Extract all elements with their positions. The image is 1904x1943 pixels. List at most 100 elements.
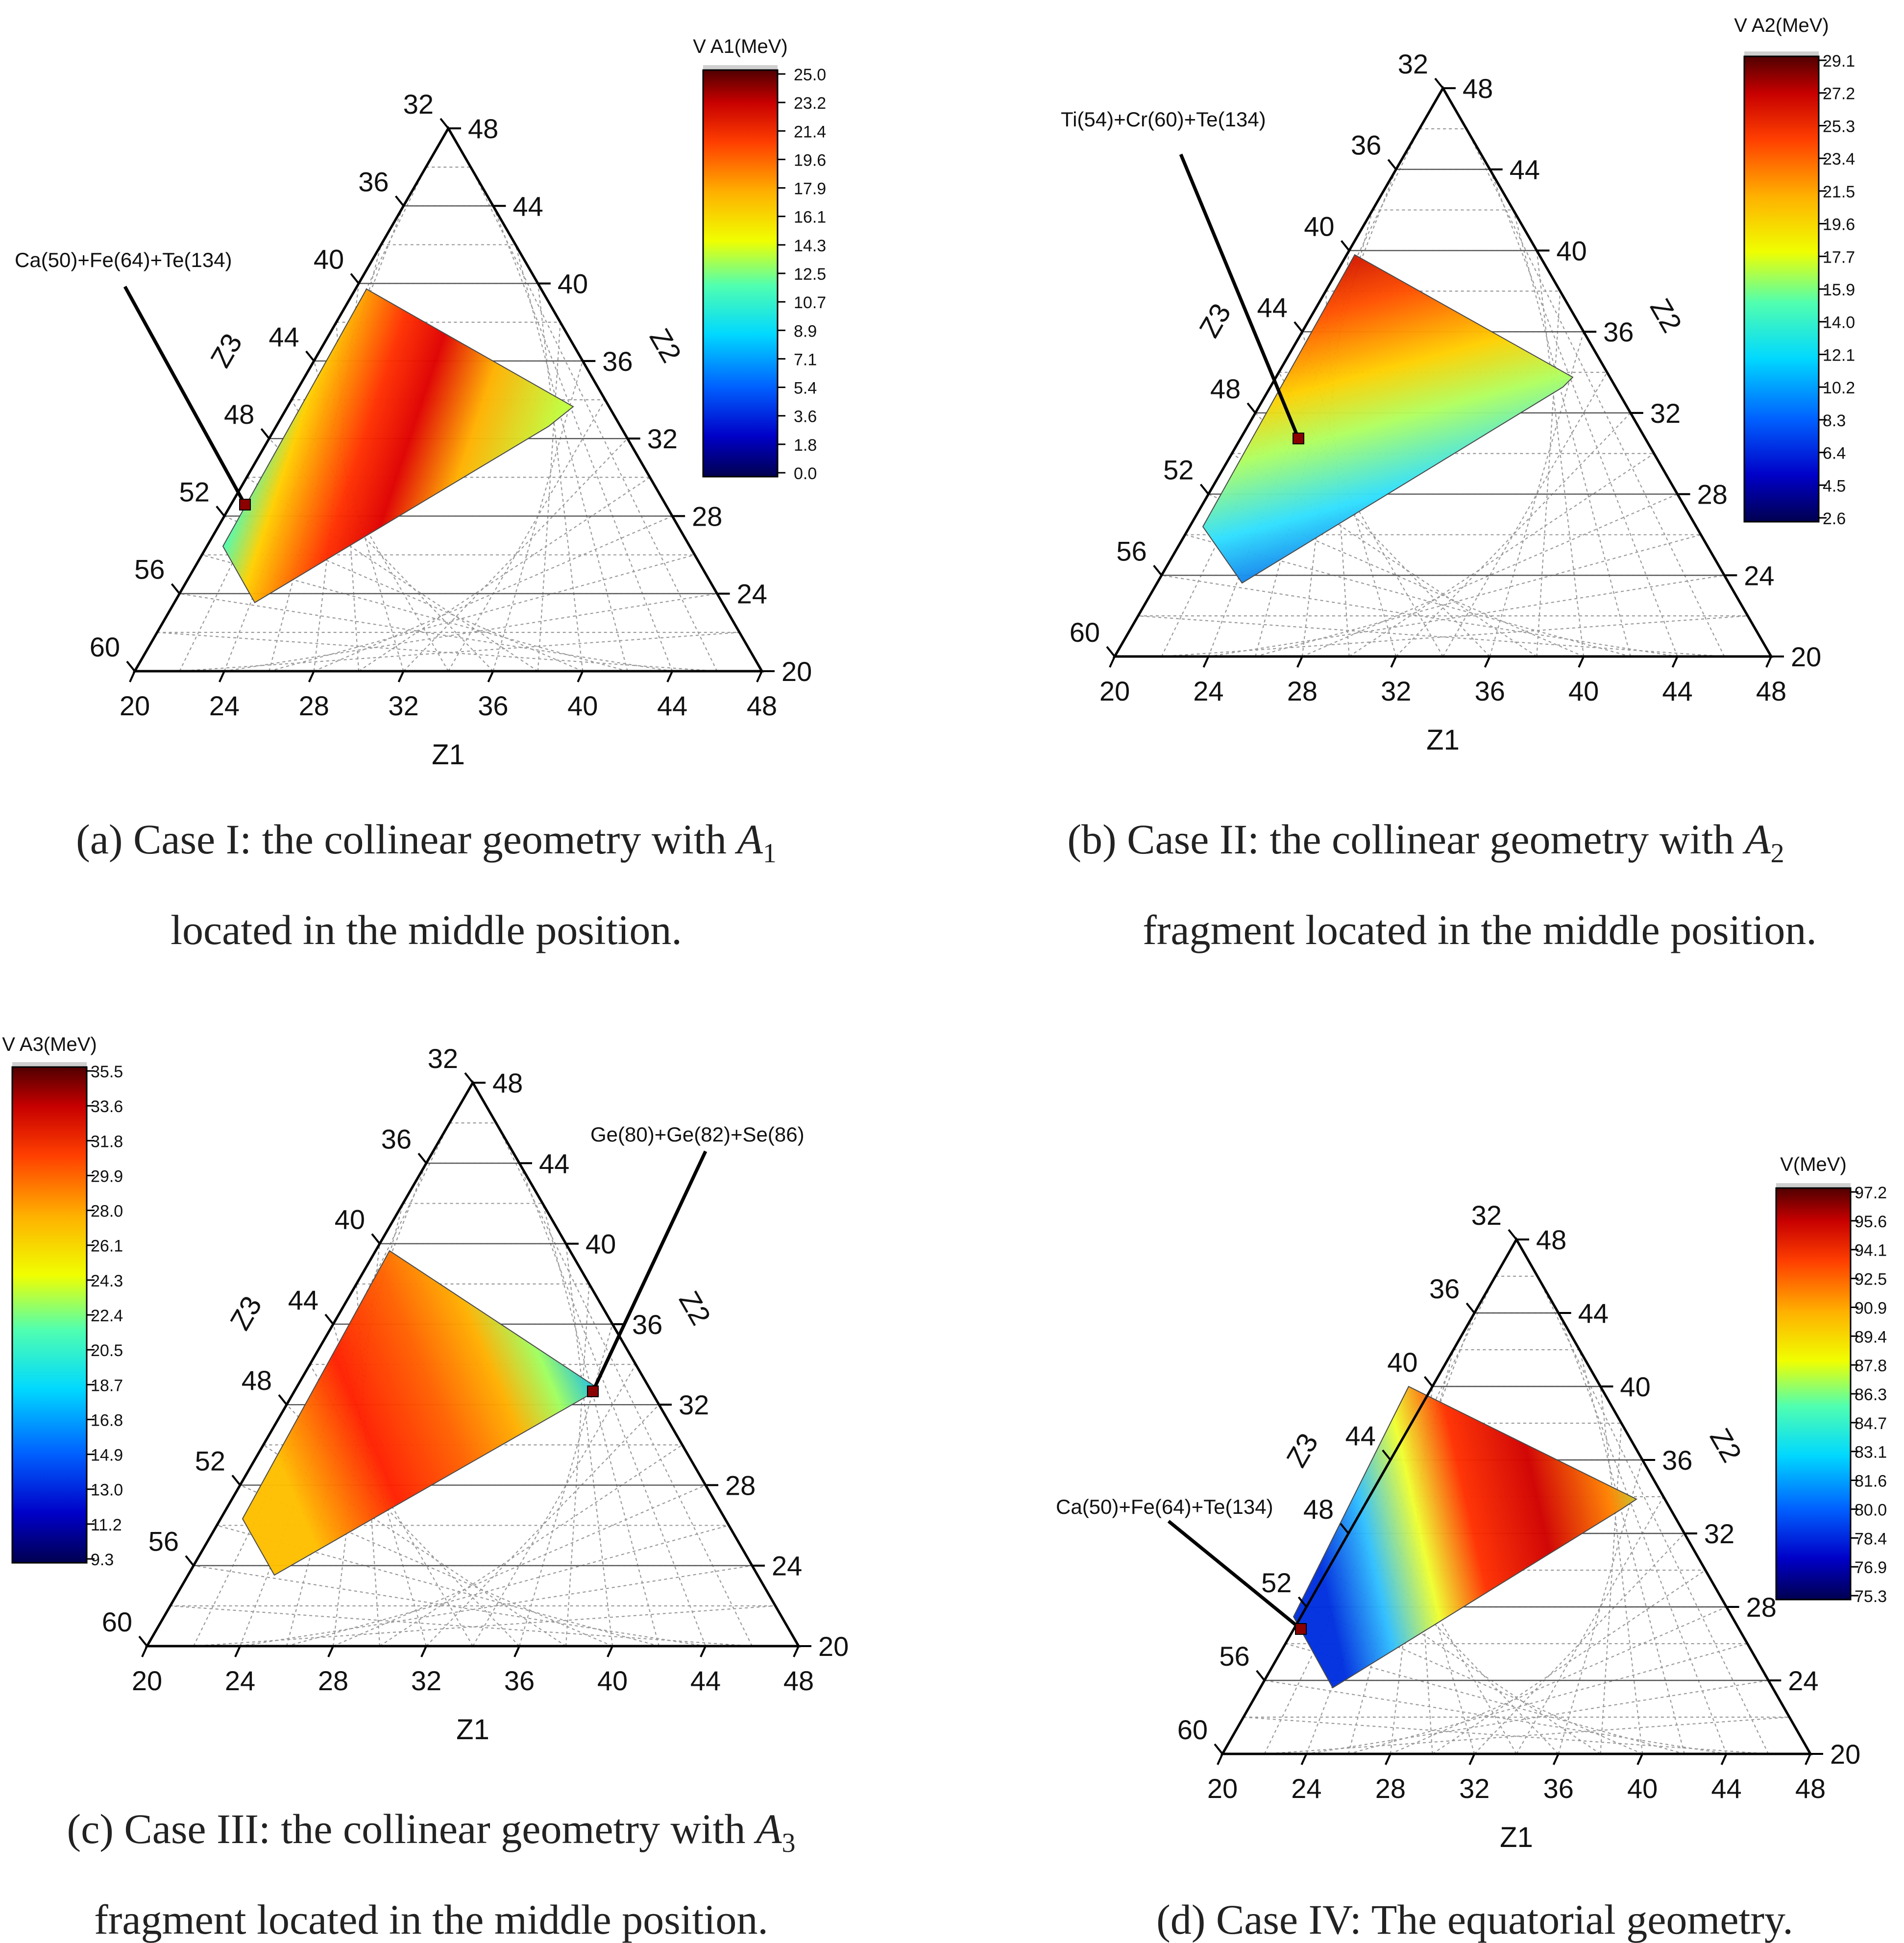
caption-b: (b) Case II: the collinear geometry with… xyxy=(960,818,1891,867)
panel-a-colorbar xyxy=(702,69,779,478)
tick-z1 xyxy=(420,1646,427,1657)
axis-title-z3: Z3 xyxy=(1280,1428,1324,1473)
colorbar-tick-label: 75.3 xyxy=(1855,1587,1887,1606)
colorbar-tick-label: 5.4 xyxy=(794,379,817,398)
colorbar-tick-label: 20.5 xyxy=(91,1341,123,1360)
tick-label-z2: 48 xyxy=(492,1068,523,1098)
grid-line-l xyxy=(1327,1570,1601,1754)
axis-title-z1: Z1 xyxy=(432,739,465,771)
annotation-marker xyxy=(239,499,251,510)
tick-label-z1: 44 xyxy=(1711,1773,1741,1804)
tick-label-z3: 32 xyxy=(428,1043,458,1074)
tick-label-z1: 36 xyxy=(478,690,508,721)
tick-label-z2: 48 xyxy=(468,113,498,144)
grid-line-l xyxy=(1369,1496,1517,1754)
tick-label-z2: 24 xyxy=(1788,1665,1818,1696)
tick-label-z1: 40 xyxy=(1627,1773,1658,1804)
tick-label-z2: 48 xyxy=(1536,1224,1566,1255)
colorbar-tick-label: 23.4 xyxy=(1823,150,1855,169)
colorbar-tick-label: 16.8 xyxy=(91,1411,123,1430)
tick-z1 xyxy=(1552,1753,1560,1765)
tick-label-z3: 44 xyxy=(1345,1420,1376,1451)
colorbar-tick-label: 23.2 xyxy=(794,94,826,113)
panel-d: 20 20 60 24 24 56 28 28 52 32 32 48 36 36 44 40 40 40 44 44… xyxy=(1056,1154,1887,1853)
tick-z3 xyxy=(185,1555,195,1566)
tick-label-z2: 28 xyxy=(725,1470,756,1501)
colorbar-tick-label: 9.3 xyxy=(91,1551,114,1569)
grid-line-r xyxy=(240,1565,753,1647)
tick-label-z1: 36 xyxy=(504,1665,535,1696)
tick-z1 xyxy=(700,1646,707,1657)
grid-line-l xyxy=(263,1444,566,1647)
panel-b-annotation: Ti(54)+Cr(60)+Te(134) xyxy=(1061,108,1266,131)
tick-z3 xyxy=(1387,159,1397,170)
tick-label-z1: 40 xyxy=(597,1665,628,1696)
colorbar-tick-label: 12.1 xyxy=(1823,346,1855,364)
colorbar-tick-label: 13.0 xyxy=(91,1481,123,1500)
tick-label-z3: 40 xyxy=(1304,211,1334,242)
grid-line-r xyxy=(1432,1570,1706,1754)
tick-label-z2: 20 xyxy=(781,656,812,687)
grid-line-r xyxy=(1306,1679,1769,1755)
caption-a-line2: located in the middle position. xyxy=(171,906,682,953)
grid-line-l xyxy=(1278,372,1443,657)
tick-label-z1: 20 xyxy=(132,1665,162,1696)
tick-label-z2: 44 xyxy=(1578,1298,1609,1329)
grid-line-l xyxy=(157,631,717,672)
axis-title-z2: Z2 xyxy=(673,1286,717,1331)
tick-label-z3: 52 xyxy=(195,1445,225,1476)
tick-z1 xyxy=(141,1646,148,1657)
colorbar-tick-label: 7.1 xyxy=(794,350,817,369)
tick-label-z1: 40 xyxy=(1568,676,1599,706)
axis-title-z1: Z1 xyxy=(456,1714,489,1746)
tick-label-z2: 28 xyxy=(1697,479,1728,510)
tick-z3 xyxy=(138,1635,148,1647)
tick-label-z2: 40 xyxy=(1556,235,1587,266)
colorbar-tick-label: 10.7 xyxy=(794,293,826,312)
tick-label-z1: 48 xyxy=(747,690,777,721)
tick-z3 xyxy=(439,118,449,129)
colorbar-tick-label: 29.1 xyxy=(1823,52,1855,71)
tick-z3 xyxy=(1153,565,1163,576)
axis-title-z3: Z3 xyxy=(204,328,248,373)
colorbar-tick-label: 2.6 xyxy=(1823,510,1846,528)
tick-z1 xyxy=(1202,656,1210,668)
tick-label-z2: 40 xyxy=(586,1229,616,1260)
colorbar-tick-label: 80.0 xyxy=(1855,1501,1887,1519)
panel-c-heatmap xyxy=(242,1250,596,1576)
tick-label-z2: 20 xyxy=(818,1631,849,1662)
colorbar-cap xyxy=(703,65,778,70)
tick-label-z2: 36 xyxy=(1662,1445,1692,1476)
tick-label-z1: 28 xyxy=(1287,676,1318,706)
tick-z1 xyxy=(666,671,673,682)
grid-line-r xyxy=(565,1243,613,1647)
annotation-pointer xyxy=(1167,1520,1302,1630)
tick-z1 xyxy=(1671,656,1679,668)
colorbar-tick-label: 28.0 xyxy=(91,1202,123,1221)
colorbar-tick-label: 33.6 xyxy=(91,1097,123,1116)
tick-z3 xyxy=(216,506,225,517)
tick-z3 xyxy=(231,1475,241,1486)
tick-label-z3: 44 xyxy=(1257,292,1288,323)
caption-d-line1: (d) Case IV: The equatorial geometry. xyxy=(1156,1896,1793,1943)
grid-line-r xyxy=(1600,1386,1643,1754)
grid-line-r xyxy=(1348,1643,1748,1755)
tick-label-z3: 52 xyxy=(1261,1567,1292,1598)
colorbar-tick-label: 81.6 xyxy=(1855,1472,1887,1491)
panel-d-annotation: Ca(50)+Fe(64)+Te(134) xyxy=(1056,1495,1273,1518)
tick-z1 xyxy=(308,671,315,682)
tick-label-z3: 36 xyxy=(381,1123,412,1154)
colorbar-tick-label: 89.4 xyxy=(1855,1328,1887,1346)
colorbar-tick-label: 25.3 xyxy=(1823,117,1855,136)
grid-line-l xyxy=(1138,615,1725,657)
tick-label-z1: 20 xyxy=(1207,1773,1238,1804)
colorbar-tick-label: 16.1 xyxy=(794,208,826,227)
tick-label-z3: 36 xyxy=(358,166,389,197)
tick-z1 xyxy=(513,1646,520,1657)
grid-line-r xyxy=(1516,1496,1664,1754)
tick-label-z3: 32 xyxy=(1471,1200,1502,1231)
tick-z1 xyxy=(1765,656,1772,668)
caption-b-line2: fragment located in the middle position. xyxy=(1143,906,1817,953)
tick-label-z2: 32 xyxy=(1650,398,1681,429)
